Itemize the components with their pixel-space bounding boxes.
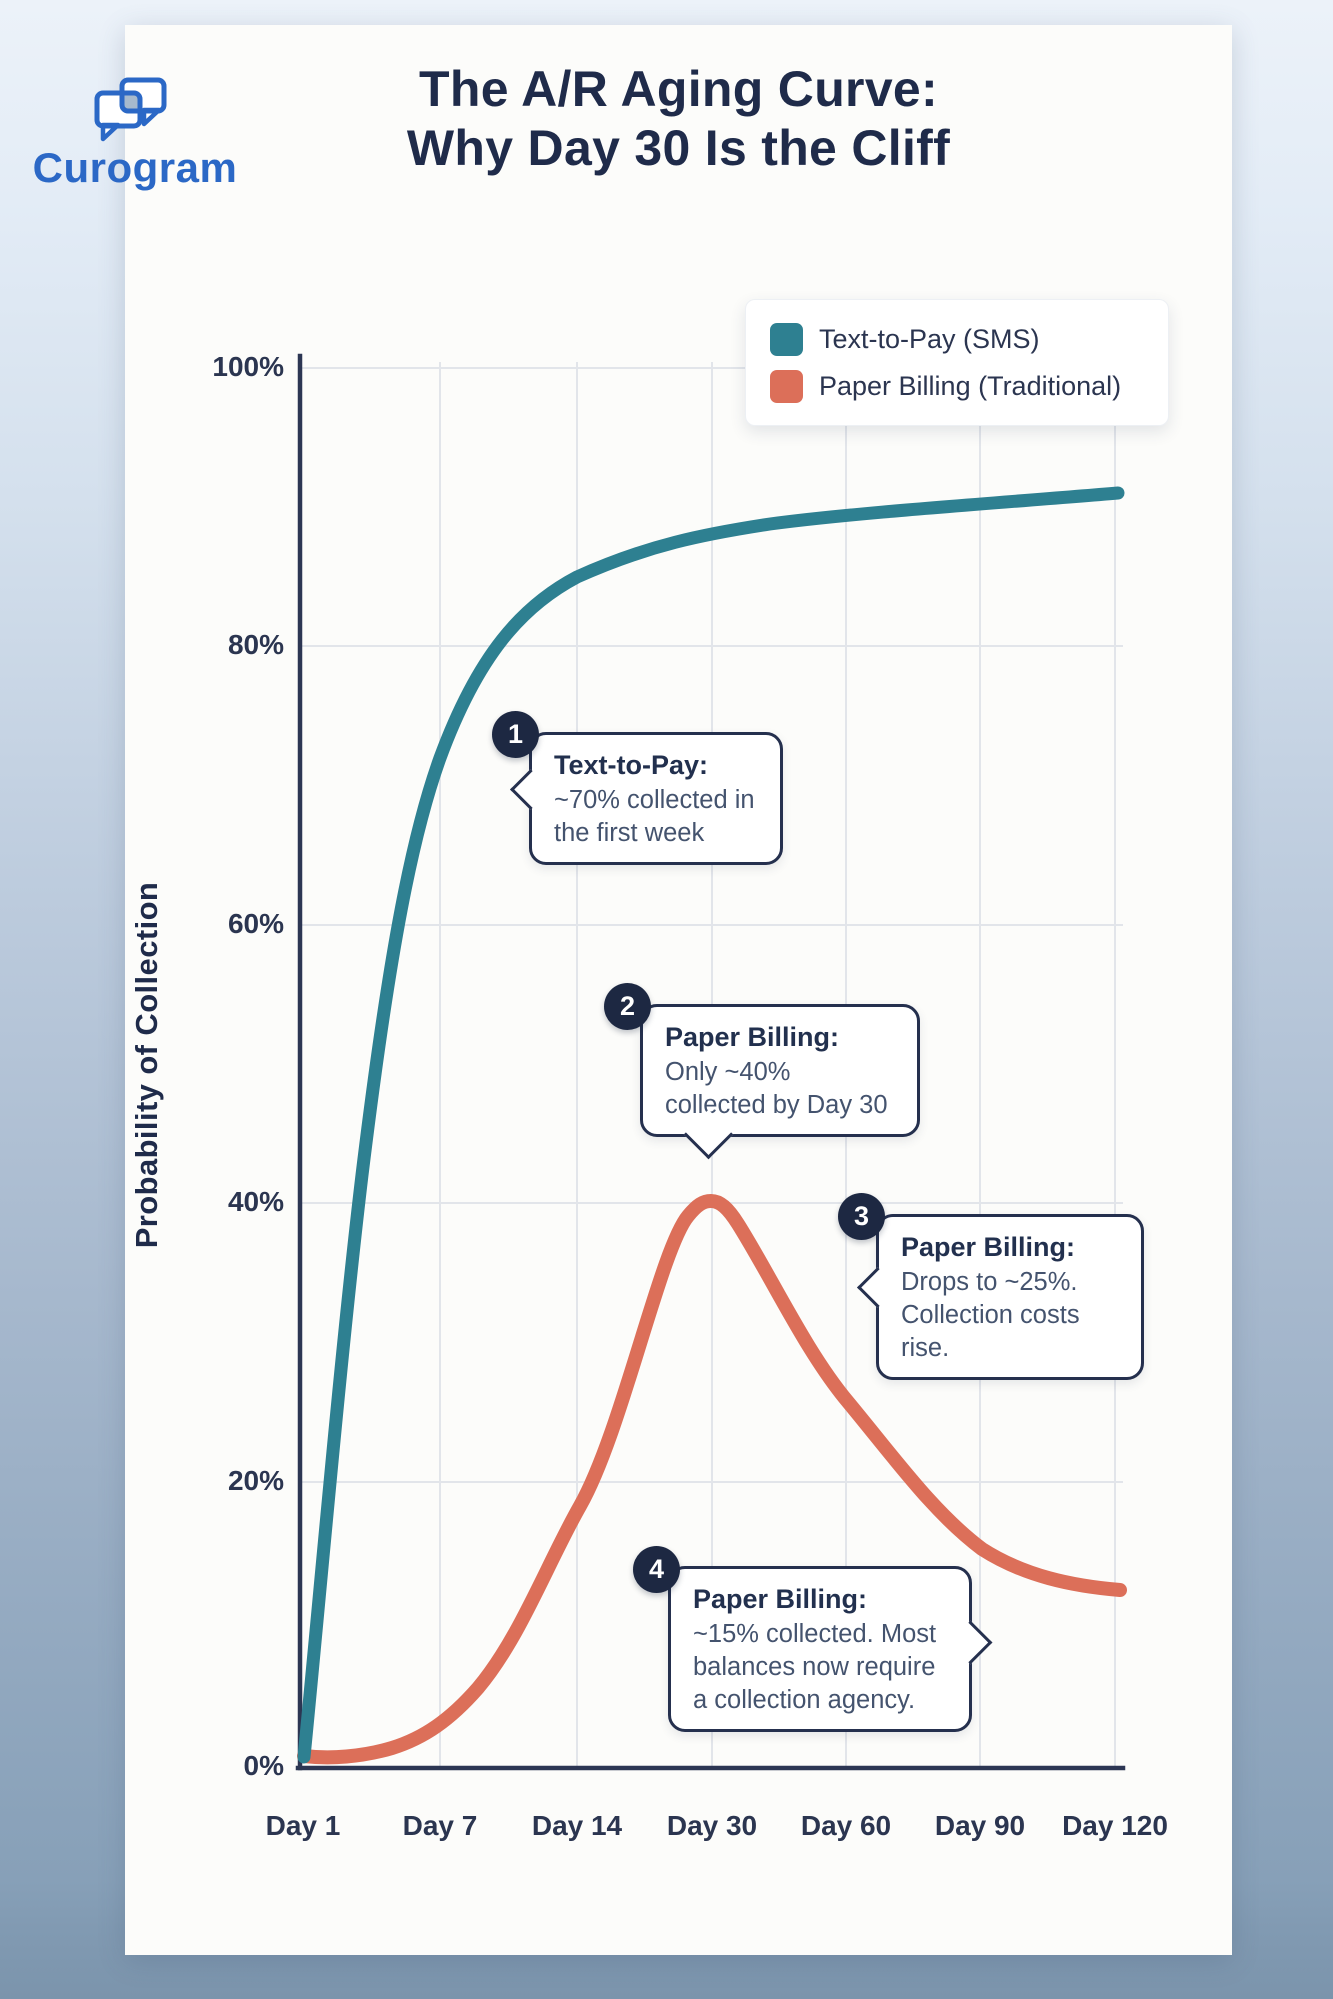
y-tick-20: 20% — [227, 1465, 284, 1496]
callout-title: Paper Billing: — [665, 1022, 840, 1052]
axes — [295, 353, 1126, 1771]
callout-text: Only ~40% — [665, 1058, 791, 1086]
callout-title: Paper Billing: — [901, 1232, 1076, 1262]
callout-text-to-pay-week1: Text-to-Pay: ~70% collected in the first… — [509, 732, 783, 865]
legend-label: Paper Billing (Traditional) — [819, 370, 1122, 401]
callout-text: Collection costs rise. — [901, 1301, 1080, 1362]
x-tick-day7: Day 7 — [402, 1810, 478, 1841]
y-tick-40: 40% — [227, 1186, 284, 1217]
callout-text: the first week — [554, 819, 705, 847]
text-to-pay-series-line — [297, 486, 1125, 1764]
x-tick-day14: Day 14 — [531, 1810, 623, 1841]
curogram-logo-icon — [94, 77, 167, 142]
callout-paper-day30: Paper Billing: Only ~40% collected by Da… — [640, 1004, 920, 1160]
callout-paper-day60: Paper Billing: Drops to ~25%. Collection… — [856, 1214, 1144, 1380]
brand-name: Curogram — [32, 144, 238, 191]
text-to-pay-swatch-icon — [770, 322, 803, 356]
chart-legend: Text-to-Pay (SMS) Paper Billing (Traditi… — [745, 299, 1169, 426]
callout-text: Drops to ~25%. — [901, 1268, 1078, 1296]
page-title-line1: The A/R Aging Curve: — [419, 61, 938, 117]
paper-billing-series-line — [297, 1193, 1127, 1765]
legend-label: Text-to-Pay (SMS) — [819, 323, 1040, 354]
y-tick-80: 80% — [227, 629, 284, 660]
x-tick-day120: Day 120 — [1062, 1810, 1168, 1841]
callout-badge-1: 1 — [492, 711, 539, 758]
callout-title: Text-to-Pay: — [554, 750, 709, 780]
callout-text: ~15% collected. Most — [693, 1620, 937, 1648]
callout-title: Paper Billing: — [693, 1584, 868, 1614]
paper-billing-swatch-icon — [770, 369, 803, 403]
page-title-line2: Why Day 30 Is the Cliff — [406, 120, 951, 176]
x-tick-day90: Day 90 — [934, 1810, 1026, 1841]
x-tick-day60: Day 60 — [800, 1810, 892, 1841]
page-title: The A/R Aging Curve: Why Day 30 Is the C… — [125, 60, 1232, 178]
callout-badge-3: 3 — [838, 1193, 885, 1240]
x-tick-day30: Day 30 — [666, 1810, 758, 1841]
callout-badge-4: 4 — [633, 1546, 680, 1593]
callout-text: balances now require — [693, 1653, 936, 1681]
callout-text: ~70% collected in — [554, 786, 755, 814]
y-tick-100: 100% — [212, 351, 284, 382]
callout-paper-day90: Paper Billing: ~15% collected. Most bala… — [668, 1566, 993, 1732]
legend-item-text-to-pay: Text-to-Pay (SMS) — [770, 322, 1168, 356]
callout-text: a collection agency. — [693, 1686, 916, 1714]
legend-item-paper-billing: Paper Billing (Traditional) — [770, 369, 1168, 403]
callout-badge-2: 2 — [604, 983, 651, 1030]
y-tick-0: 0% — [243, 1750, 284, 1781]
y-tick-60: 60% — [227, 908, 284, 939]
x-tick-day1: Day 1 — [265, 1810, 341, 1841]
y-axis-title: Probability of Collection — [129, 881, 164, 1249]
